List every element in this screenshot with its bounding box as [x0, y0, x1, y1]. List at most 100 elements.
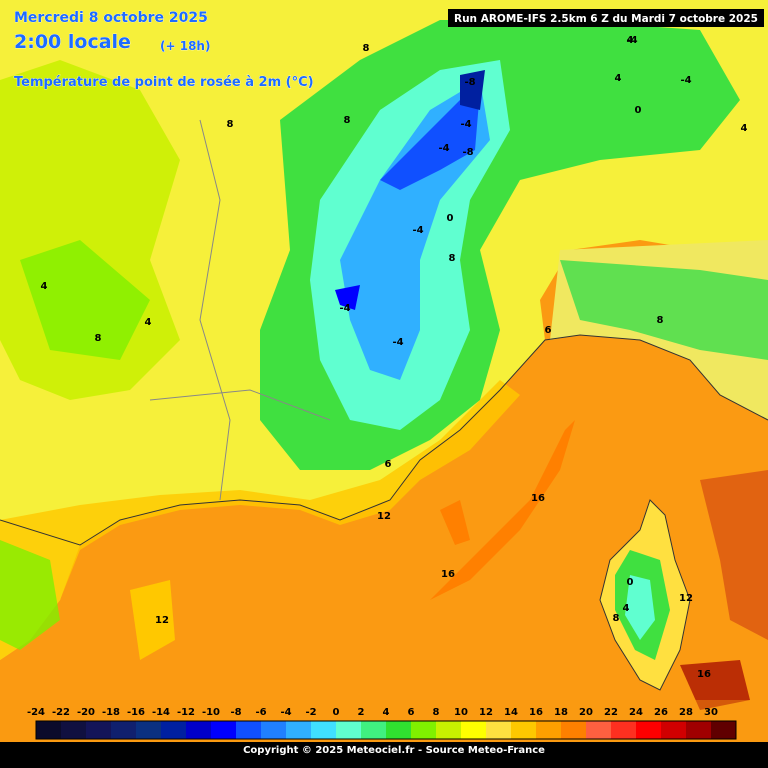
legend-frame — [35, 720, 737, 740]
contour-label: 8 — [344, 115, 351, 126]
contour-label: -4 — [412, 225, 423, 236]
contour-label: 8 — [95, 333, 102, 344]
contour-label: 4 — [41, 281, 48, 292]
contour-label: 12 — [155, 615, 169, 626]
contour-label: -8 — [462, 147, 473, 158]
contour-labels: -8-4 -8-4-4-4-4044-4-40488844868812161612… — [41, 35, 748, 680]
legend-label: 20 — [579, 707, 593, 718]
legend-label: 28 — [679, 707, 693, 718]
legend-swatch — [386, 721, 411, 739]
legend-swatch — [236, 721, 261, 739]
contour-label: 6 — [385, 459, 392, 470]
green-area — [20, 240, 150, 360]
contour-label: 16 — [697, 669, 711, 680]
legend-swatch — [336, 721, 361, 739]
legend-label: 4 — [383, 707, 390, 718]
legend-label: 26 — [654, 707, 668, 718]
sea-patch — [130, 580, 175, 660]
legend-label: 6 — [408, 707, 415, 718]
legend-swatch — [536, 721, 561, 739]
legend: -24 -22 -20 -18 -16 -14 -12 -10 -8 -6 -4 -2 0 2 4 6 8 10 1… — [27, 707, 737, 740]
legend-label: 16 — [529, 707, 543, 718]
legend-swatch — [286, 721, 311, 739]
contour-label: -8 — [464, 77, 475, 88]
legend-swatch — [136, 721, 161, 739]
legend-label: -6 — [255, 707, 266, 718]
legend-swatch — [186, 721, 211, 739]
legend-swatch — [86, 721, 111, 739]
contour-label: -4 — [460, 119, 471, 130]
legend-swatch — [586, 721, 611, 739]
legend-label: 14 — [504, 707, 518, 718]
coastline — [0, 334, 768, 546]
legend-swatch — [686, 721, 711, 739]
legend-swatch — [611, 721, 636, 739]
contour-label: 8 — [227, 119, 234, 130]
parameter: Température de point de rosée à 2m (°C) — [14, 75, 314, 90]
contour-label: 4 — [615, 73, 622, 84]
date: Mercredi 8 octobre 2025 — [14, 10, 208, 26]
legend-swatch — [486, 721, 511, 739]
sea-warm — [700, 470, 768, 640]
legend-swatch — [461, 721, 486, 739]
legend-swatch — [661, 721, 686, 739]
contour-label: 0 — [447, 213, 454, 224]
legend-label: -16 — [127, 707, 145, 718]
legend-swatch — [361, 721, 386, 739]
contour-label: 4 — [627, 35, 634, 46]
sardinia-warm — [680, 660, 750, 710]
contour-label: 4 — [741, 123, 748, 134]
legend-label: -12 — [177, 707, 195, 718]
contour-label: 8 — [363, 43, 370, 54]
legend-label: -4 — [280, 707, 291, 718]
contour-label: 16 — [531, 493, 545, 504]
corsica-cyan — [625, 575, 655, 640]
legend-swatch — [436, 721, 461, 739]
legend-label: 18 — [554, 707, 568, 718]
legend-label: 30 — [704, 707, 718, 718]
legend-swatch — [111, 721, 136, 739]
alps-blue — [380, 90, 480, 190]
contour-label: -4 — [339, 303, 350, 314]
legend-label: 22 — [604, 707, 618, 718]
contour-label: 0 — [635, 105, 642, 116]
run-box — [448, 9, 764, 27]
run: Run AROME-IFS 2.5km 6 Z du Mardi 7 octob… — [454, 13, 758, 25]
footer-box — [0, 742, 768, 768]
legend-label: -24 — [27, 707, 45, 718]
legend-label: -18 — [102, 707, 120, 718]
legend-label: -14 — [152, 707, 170, 718]
coastline-corsica — [599, 499, 691, 691]
contour-label: 16 — [441, 569, 455, 580]
legend-label: 8 — [433, 707, 440, 718]
legend-label: 24 — [629, 707, 643, 718]
alps-darkblue — [335, 285, 360, 310]
contour-label: 8 — [613, 613, 620, 624]
coastal-band — [0, 380, 520, 660]
contour-label: 12 — [377, 511, 391, 522]
contour-label: 8 — [657, 315, 664, 326]
legend-label: 0 — [333, 707, 340, 718]
lead: (+ 18h) — [160, 39, 210, 53]
italy-green — [560, 260, 768, 360]
contour-label: -4 — [392, 337, 403, 348]
border — [199, 119, 231, 501]
border — [149, 389, 331, 421]
contour-label: 12 — [679, 593, 693, 604]
legend-swatch — [561, 721, 586, 739]
legend-label: -22 — [52, 707, 70, 718]
legend-swatch — [511, 721, 536, 739]
contour-label: 4 — [623, 603, 630, 614]
time: 2:00 locale — [14, 31, 131, 53]
sea-streak — [440, 500, 470, 545]
legend-swatch — [161, 721, 186, 739]
legend-swatch — [311, 721, 336, 739]
legend-swatch — [61, 721, 86, 739]
contour-label: -4 — [680, 75, 691, 86]
legend-label: -8 — [230, 707, 241, 718]
green-area — [0, 540, 60, 650]
contour-label: 8 — [449, 253, 456, 264]
legend-label: 10 — [454, 707, 468, 718]
legend-swatch — [36, 721, 61, 739]
contour-label: -4 — [626, 35, 637, 46]
